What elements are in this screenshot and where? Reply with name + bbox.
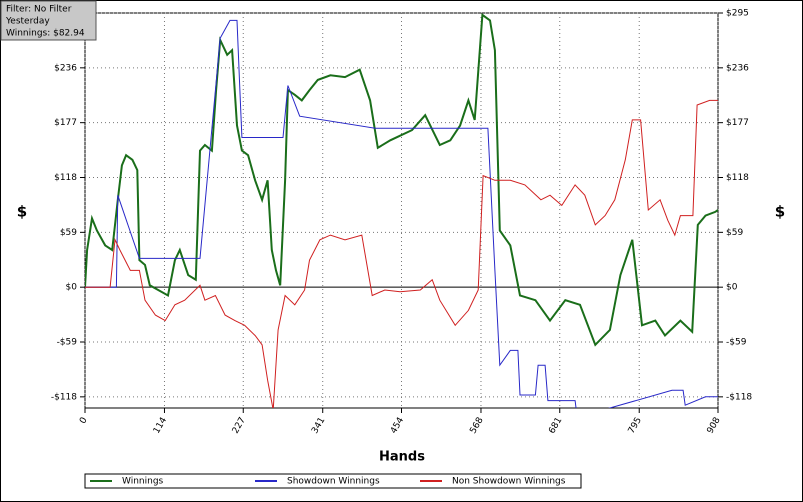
y2-tick-label: $236 [726,63,749,73]
y-tick-label: $0 [66,283,78,293]
series-line [85,19,718,408]
lines [85,13,718,408]
legend-label: Non Showdown Winnings [452,477,566,487]
legend-label: Winnings [122,477,164,487]
y2-tick-label: $118 [726,173,749,183]
y2-tick-label: $295 [726,9,749,19]
series-line [85,13,718,347]
y2-tick-label: $0 [726,283,738,293]
y2-tick-label: -$59 [726,338,747,348]
y-tick-label: $118 [54,173,77,183]
legend-items: Winnings Showdown Winnings Non Showdown Wi… [90,477,566,487]
y-tick-label: $236 [54,63,77,73]
y2-tick-label: $177 [726,118,749,128]
y2-tick-label: $59 [726,228,743,238]
plot-area [84,12,719,409]
y2-axis-label: $ [775,203,785,221]
y-tick-label: -$59 [57,338,78,348]
y-tick-label: $59 [60,228,77,238]
info-box [0,0,97,41]
legend-label: Showdown Winnings [287,477,380,487]
y-axis-label: $ [17,203,27,221]
grid [84,12,719,408]
info-winnings: Winnings: $82.94 [6,29,85,39]
legend [84,473,582,489]
info-filter: Filter: No Filter [6,5,72,15]
y-tick-label: -$118 [51,392,77,402]
series-line [85,99,718,408]
info-period: Yesterday [5,17,50,27]
y-tick-label: $177 [54,118,77,128]
y2-tick-label: -$118 [726,392,752,402]
x-axis-label: Hands [379,450,425,465]
x-tick-label: 0 [78,416,90,426]
